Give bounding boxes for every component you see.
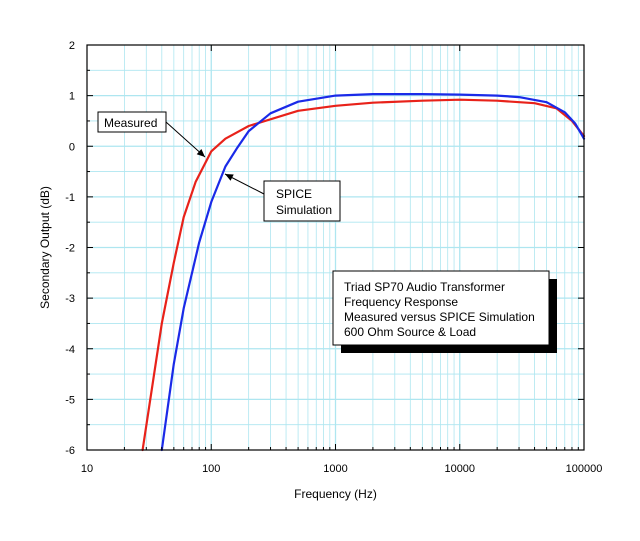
y-tick-label: 0 [69,141,75,153]
x-axis-title: Frequency (Hz) [294,487,377,501]
spice-arrow [224,173,265,195]
spice-annotation: SPICE Simulation [263,180,341,222]
spice-series-line [160,92,586,452]
x-tick-label: 100000 [566,463,603,475]
y-tick-label: -4 [65,344,75,356]
y-tick-label: 2 [69,40,75,52]
series-layer [141,92,586,452]
y-tick-label: -6 [65,445,75,457]
info-box-line: Frequency Response [344,295,458,309]
info-box-line: 600 Ohm Source & Load [344,325,476,339]
tick-labels: 10 100 1000 10000 100000 -6 -5 -4 -3 -2 -1 0 1 2 [65,40,602,475]
measured-series-line [141,98,586,452]
y-tick-label: -1 [65,192,75,204]
tick-marks [86,44,585,451]
x-tick-label: 100 [202,463,220,475]
y-tick-label: -2 [65,243,75,255]
x-tick-label: 10 [81,463,93,475]
x-tick-label: 10000 [444,463,475,475]
y-axis-title: Secondary Output (dB) [38,186,52,309]
spice-label-text: SPICE [276,187,312,201]
y-tick-label: -3 [65,293,75,305]
y-tick-label: -5 [65,394,75,406]
measured-label-text: Measured [104,116,157,130]
y-tick-label: 1 [69,91,75,103]
spice-label-text: Simulation [276,203,332,217]
measured-arrow [165,121,206,158]
info-box-line: Triad SP70 Audio Transformer [344,280,505,294]
measured-annotation: Measured [97,111,167,133]
annotations: Measured SPICE Simulation Triad SP70 Audio … [97,111,557,353]
info-box-line: Measured versus SPICE Simulation [344,310,535,324]
x-tick-label: 1000 [323,463,347,475]
